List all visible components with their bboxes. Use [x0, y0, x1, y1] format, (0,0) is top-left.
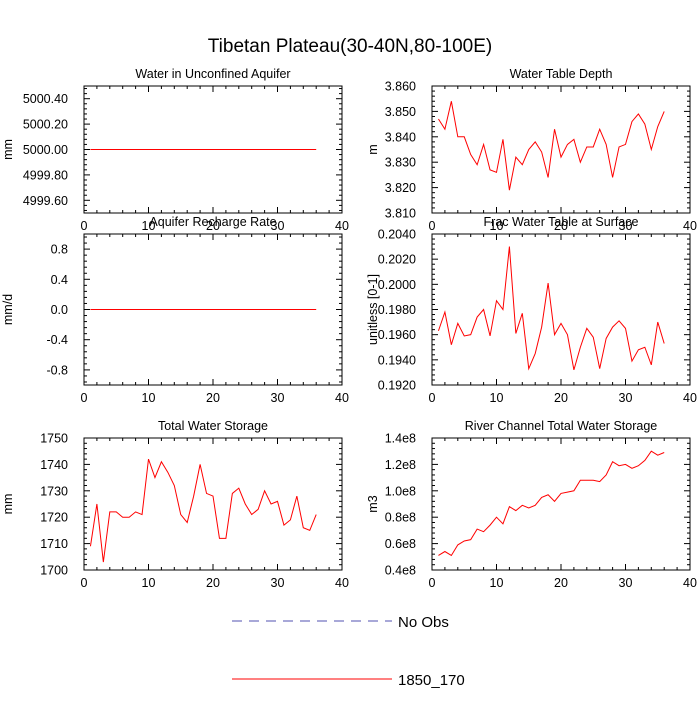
y-tick-label: 0.2040: [378, 228, 416, 242]
x-tick-label: 30: [619, 576, 633, 590]
x-tick-label: 20: [206, 219, 220, 233]
y-tick-label: 3.860: [385, 80, 416, 94]
panel-water-in-unconfined-aquifer: Water in Unconfined Aquifer 0 10 20 30 40 4999…: [1, 67, 349, 233]
y-axis-label: mm: [1, 139, 15, 160]
y-tick-label: 3.810: [385, 207, 416, 221]
x-tick-label: 0: [429, 391, 436, 405]
y-axis-label: m3: [366, 495, 380, 512]
panel-grid: Water in Unconfined Aquifer 0 10 20 30 40 4999…: [1, 67, 697, 590]
y-tick-label: 5000.00: [23, 143, 68, 157]
x-tick-label: 20: [206, 576, 220, 590]
plot-frame: [83, 437, 343, 571]
y-tick-label: 0.1980: [378, 303, 416, 317]
plot-frame: [431, 437, 691, 571]
series-line-1850-170: [89, 458, 317, 563]
panel-title: Total Water Storage: [158, 419, 268, 433]
y-tick-label: 0.4e8: [385, 564, 416, 578]
y-tick-label: 0.2000: [378, 278, 416, 292]
y-tick-label: 1740: [40, 458, 68, 472]
y-tick-label: 1.0e8: [385, 484, 416, 498]
y-tick-label: 1750: [40, 432, 68, 446]
panel-aquifer-recharge-rate: Aquifer Recharge Rate 0 10 20 30 40 -0.8 -0.4 0.…: [1, 215, 349, 405]
y-tick-label: 0.1920: [378, 379, 416, 393]
y-axis-label: unitless [0-1]: [366, 274, 380, 345]
panel-title: Water in Unconfined Aquifer: [135, 67, 290, 81]
y-tick-label: 3.840: [385, 130, 416, 144]
x-tick-label: 0: [429, 576, 436, 590]
y-axis-label: mm: [1, 494, 15, 515]
y-tick-label: 0.1940: [378, 353, 416, 367]
y-tick-label: 0.0: [51, 303, 68, 317]
x-tick-label: 0: [81, 576, 88, 590]
x-tick-label: 20: [206, 391, 220, 405]
x-tick-label: 40: [335, 576, 349, 590]
x-tick-label: 30: [619, 219, 633, 233]
y-tick-label: -0.4: [46, 333, 68, 347]
x-tick-label: 0: [81, 219, 88, 233]
panel-title: Water Table Depth: [510, 67, 613, 81]
legend-label-no-obs: No Obs: [398, 614, 449, 631]
x-tick-label: 40: [683, 391, 697, 405]
series-line-1850-170: [438, 450, 665, 557]
legend: No Obs 1850_170: [232, 614, 465, 689]
x-tick-label: 0: [429, 219, 436, 233]
y-tick-label: 1700: [40, 564, 68, 578]
y-tick-label: 0.2020: [378, 253, 416, 267]
x-tick-label: 10: [142, 391, 156, 405]
y-tick-label: 0.1960: [378, 328, 416, 342]
x-tick-label: 30: [619, 391, 633, 405]
panel-title: Frac Water Table at Surface: [484, 215, 639, 229]
y-tick-label: -0.8: [46, 363, 68, 377]
y-tick-label: 5000.20: [23, 118, 68, 132]
panel-river-channel-total-water-storage: River Channel Total Water Storage 0 10 20 30…: [366, 419, 697, 590]
y-tick-label: 3.830: [385, 156, 416, 170]
y-axis-label: mm/d: [1, 294, 15, 325]
x-tick-label: 20: [554, 219, 568, 233]
y-tick-label: 0.6e8: [385, 537, 416, 551]
y-tick-label: 5000.40: [23, 92, 68, 106]
y-tick-label: 0.8: [51, 243, 68, 257]
y-axis-label: m: [366, 144, 380, 154]
panel-water-table-depth: Water Table Depth 0 10 20 30 40 3.810 3.820 3.83…: [366, 67, 697, 233]
panel-title: Aquifer Recharge Rate: [149, 215, 276, 229]
y-tick-label: 3.820: [385, 181, 416, 195]
panel-frac-water-table-at-surface: Frac Water Table at Surface 0 10 20 30 40 0.19…: [366, 215, 697, 405]
x-tick-label: 40: [683, 576, 697, 590]
y-tick-label: 3.850: [385, 105, 416, 119]
series-line-1850-170: [437, 246, 665, 371]
y-tick-label: 1.4e8: [385, 432, 416, 446]
x-tick-label: 10: [490, 219, 504, 233]
panel-title: River Channel Total Water Storage: [465, 419, 658, 433]
y-tick-label: 1.2e8: [385, 458, 416, 472]
panel-total-water-storage: Total Water Storage 0 10 20 30 40 1700 1710 1720…: [1, 419, 349, 590]
x-tick-label: 40: [335, 391, 349, 405]
x-tick-label: 30: [271, 219, 285, 233]
y-tick-label: 0.8e8: [385, 511, 416, 525]
y-tick-label: 1720: [40, 511, 68, 525]
x-tick-label: 10: [490, 576, 504, 590]
x-tick-label: 30: [271, 576, 285, 590]
y-tick-label: 4999.80: [23, 168, 68, 182]
x-tick-label: 30: [271, 391, 285, 405]
y-tick-label: 4999.60: [23, 194, 68, 208]
y-tick-label: 0.4: [51, 273, 68, 287]
y-tick-label: 1730: [40, 484, 68, 498]
x-tick-label: 40: [683, 219, 697, 233]
series-line-1850-170: [438, 101, 665, 191]
y-tick-label: 1710: [40, 537, 68, 551]
x-tick-label: 10: [142, 219, 156, 233]
legend-label-1850-170: 1850_170: [398, 672, 465, 689]
figure-title: Tibetan Plateau(30-40N,80-100E): [208, 36, 492, 57]
x-tick-label: 0: [81, 391, 88, 405]
x-tick-label: 40: [335, 219, 349, 233]
x-tick-label: 10: [142, 576, 156, 590]
x-tick-label: 10: [490, 391, 504, 405]
x-tick-label: 20: [554, 576, 568, 590]
x-tick-label: 20: [554, 391, 568, 405]
